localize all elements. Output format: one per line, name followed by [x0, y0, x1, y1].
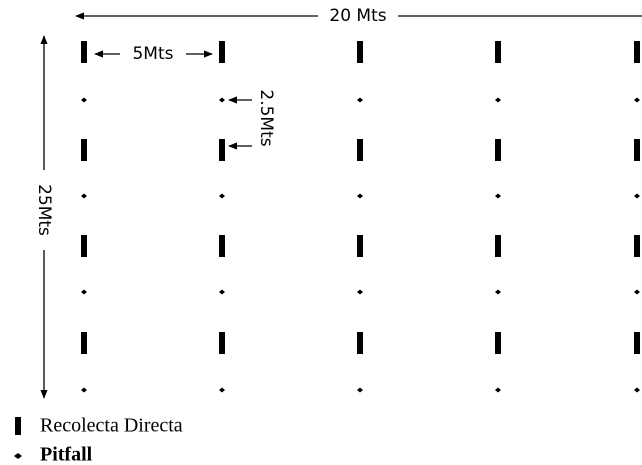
sampling-grid: [81, 41, 640, 393]
collection-bar: [495, 139, 501, 161]
collection-bar: [357, 41, 363, 63]
pitfall-dot: [219, 387, 225, 393]
pitfall-dot: [219, 97, 225, 103]
pitfall-dot: [357, 289, 363, 295]
collection-bar: [634, 235, 640, 257]
pitfall-dot: [219, 289, 225, 295]
collection-bar: [634, 41, 640, 63]
collection-bar: [81, 235, 87, 257]
collection-bar: [634, 332, 640, 354]
pitfall-dot: [81, 193, 87, 199]
collection-bar: [357, 332, 363, 354]
column-spacing-label: 5Mts: [132, 44, 173, 64]
width-label: 20 Mts: [329, 6, 386, 26]
legend-dot-icon: [14, 453, 22, 459]
collection-bar: [357, 235, 363, 257]
collection-bar: [219, 235, 225, 257]
collection-bar: [81, 139, 87, 161]
pitfall-dot: [357, 387, 363, 393]
collection-bar: [634, 139, 640, 161]
legend-label: Recolecta Directa: [40, 415, 183, 437]
pitfall-dot: [495, 97, 501, 103]
collection-bar: [495, 41, 501, 63]
collection-bar: [357, 139, 363, 161]
legend-bar-icon: [15, 417, 21, 435]
pitfall-dot: [495, 193, 501, 199]
collection-bar: [495, 235, 501, 257]
collection-bar: [81, 332, 87, 354]
row-spacing-label: 2.5Mts: [256, 89, 276, 146]
collection-bar: [495, 332, 501, 354]
pitfall-dot: [81, 387, 87, 393]
collection-bar: [219, 332, 225, 354]
pitfall-dot: [219, 193, 225, 199]
pitfall-dot: [495, 289, 501, 295]
height-label: 25Mts: [34, 184, 54, 236]
pitfall-dot: [81, 289, 87, 295]
pitfall-dot: [634, 289, 640, 295]
collection-bar: [81, 41, 87, 63]
legend-label: Pitfall: [40, 444, 93, 465]
pitfall-dot: [81, 97, 87, 103]
collection-bar: [219, 139, 225, 161]
pitfall-dot: [634, 387, 640, 393]
pitfall-dot: [634, 193, 640, 199]
pitfall-dot: [634, 97, 640, 103]
pitfall-dot: [357, 193, 363, 199]
pitfall-dot: [495, 387, 501, 393]
pitfall-dot: [357, 97, 363, 103]
collection-bar: [219, 41, 225, 63]
